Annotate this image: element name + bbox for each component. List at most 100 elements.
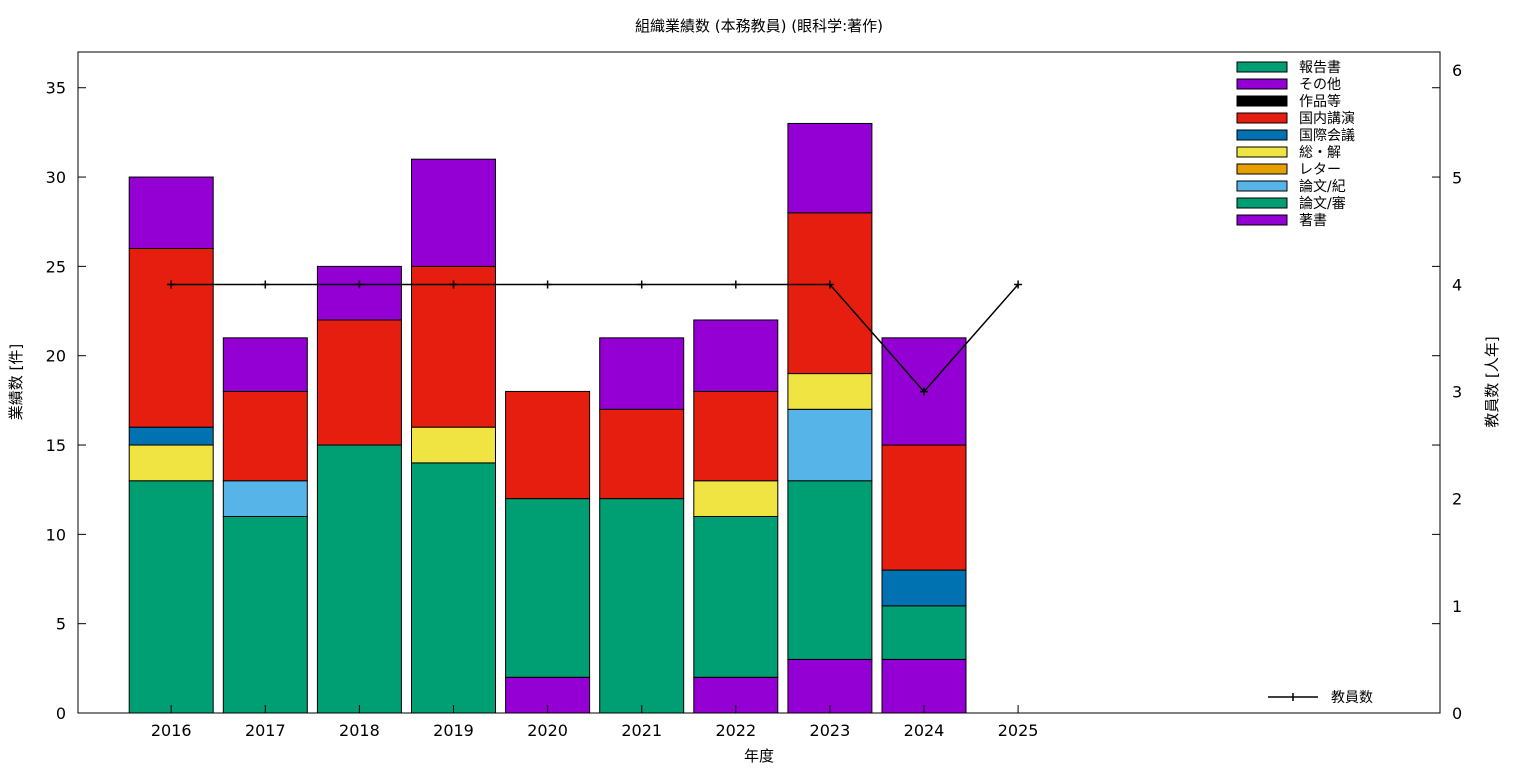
line-layer	[167, 280, 1023, 396]
plot-frame	[77, 51, 1441, 714]
y2-tick-label: 0	[1452, 704, 1462, 723]
bar-segment	[128, 444, 214, 482]
x-tick-label: 2021	[621, 721, 662, 740]
bar-segment	[693, 319, 779, 392]
y2-axis-title: 教員数 [人年]	[1483, 336, 1501, 427]
bar-segment	[411, 158, 496, 267]
bar-segment	[316, 444, 402, 714]
legend-line-label: 教員数	[1331, 690, 1373, 706]
bar-segment	[128, 426, 214, 446]
x-tick-label: 2017	[245, 721, 286, 740]
bar-segment	[128, 480, 214, 714]
line-point	[637, 280, 646, 289]
bar-segment	[693, 515, 779, 678]
line-point	[355, 280, 364, 289]
legend-swatch	[1236, 112, 1288, 124]
bar-segment	[599, 337, 685, 410]
y2-tick-label: 1	[1452, 597, 1462, 616]
legend-swatch	[1236, 61, 1288, 73]
bar-segment	[881, 658, 967, 714]
bar-segment	[599, 408, 685, 500]
bar-segment	[411, 265, 496, 428]
legend-label: 国内講演	[1299, 111, 1355, 127]
bar-segment	[881, 569, 967, 607]
legend-swatch	[1236, 180, 1288, 192]
legend-label: レター	[1299, 162, 1341, 178]
line-point	[543, 280, 552, 289]
legend-label: 総・解	[1299, 145, 1341, 161]
legend-swatch	[1236, 197, 1288, 209]
bars-layer	[128, 122, 967, 714]
y2-tick-label: 4	[1452, 275, 1462, 294]
y-tick-label: 20	[46, 347, 66, 366]
line-point	[920, 387, 928, 396]
x-tick-label: 2016	[151, 721, 192, 740]
bar-segment	[316, 319, 402, 446]
bar-segment	[599, 498, 685, 714]
x-tick-label: 2024	[904, 721, 945, 740]
line-point	[731, 280, 740, 289]
bar-segment	[881, 444, 967, 571]
legend-label: 論文/紀	[1299, 179, 1346, 195]
legend-label: 論文/審	[1299, 196, 1346, 212]
bar-segment	[693, 390, 779, 482]
x-tick-label: 2020	[527, 721, 568, 740]
bar-segment	[787, 480, 873, 660]
y-tick-label: 0	[56, 704, 66, 723]
y2-tick-label: 3	[1452, 383, 1462, 402]
y2-tick-label: 6	[1452, 61, 1462, 80]
legend-label: その他	[1299, 77, 1341, 93]
x-tick-label: 2019	[433, 721, 474, 740]
x-tick-label: 2018	[339, 721, 380, 740]
bar-segment	[316, 265, 402, 321]
line-series-path	[171, 283, 1019, 393]
bar-segment	[222, 337, 308, 392]
bar-segment	[881, 605, 967, 660]
y-tick-label: 15	[46, 436, 66, 455]
legend-label: 著書	[1299, 213, 1327, 229]
legend-swatch	[1236, 95, 1288, 107]
legend-swatch	[1236, 129, 1288, 141]
y-tick-label: 35	[46, 79, 66, 98]
bar-segment	[787, 212, 873, 375]
y-tick-label: 25	[46, 257, 66, 276]
y2-tick-label: 5	[1452, 168, 1462, 187]
line-point	[825, 280, 834, 289]
legend-swatch	[1236, 146, 1288, 158]
bar-segment	[411, 462, 496, 714]
x-tick-label: 2022	[715, 721, 756, 740]
legend-swatch	[1236, 214, 1288, 226]
y-axis-title: 業績数 [件]	[7, 344, 25, 420]
bar-segment	[128, 176, 214, 250]
bar-segment	[222, 480, 308, 517]
bar-segment	[222, 515, 308, 714]
bar-segment	[128, 248, 214, 428]
bar-segment	[505, 498, 591, 678]
legend-label: 国際会議	[1299, 127, 1355, 144]
x-axis-title: 年度	[744, 747, 774, 765]
y-tick-label: 5	[56, 615, 66, 634]
bar-segment	[411, 426, 496, 464]
legend-swatch	[1236, 163, 1288, 175]
y-tick-label: 10	[46, 525, 66, 544]
x-tick-label: 2023	[810, 721, 851, 740]
bar-segment	[505, 390, 591, 500]
bar-segment	[693, 480, 779, 517]
y2-tick-label: 2	[1452, 490, 1462, 509]
legend-swatch	[1236, 78, 1288, 90]
bar-segment	[787, 373, 873, 410]
line-point	[261, 280, 270, 289]
chart-title: 組織業績数 (本務教員) (眼科学:著作)	[635, 17, 883, 35]
x-tick-label: 2025	[998, 721, 1039, 740]
line-point	[167, 280, 176, 289]
bar-segment	[222, 390, 308, 482]
bar-segment	[787, 122, 873, 214]
bar-segment	[787, 658, 873, 714]
line-point	[1014, 280, 1023, 289]
legend-label: 報告書	[1299, 60, 1341, 76]
y-tick-label: 30	[46, 168, 66, 187]
